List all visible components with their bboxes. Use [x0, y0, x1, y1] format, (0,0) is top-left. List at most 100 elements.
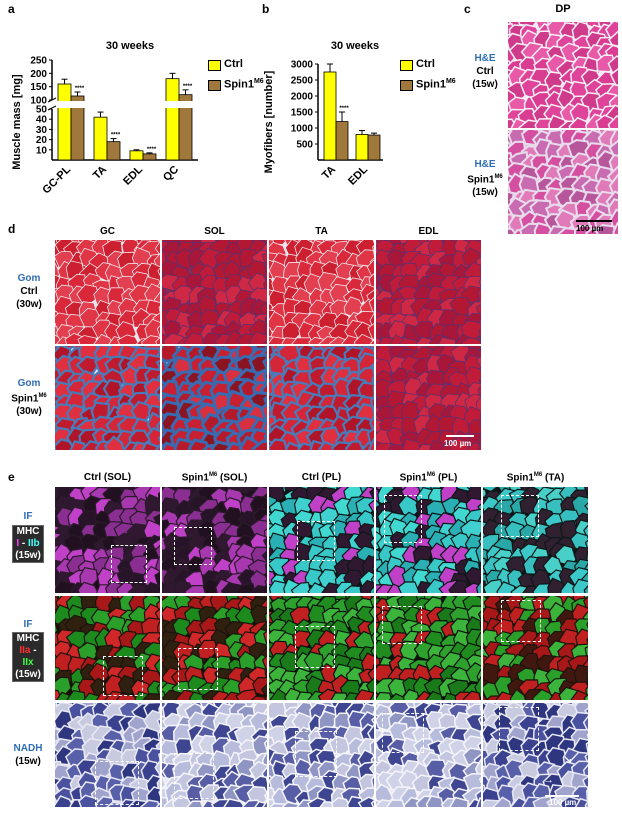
myofiber-cell	[264, 268, 267, 282]
myofiber-cell	[93, 333, 114, 344]
myofiber-cell	[290, 581, 312, 593]
chart-a-xtick-label: GC-PL	[40, 163, 73, 196]
legend-b-ctrl-swatch	[400, 60, 413, 71]
myofiber-cell	[461, 336, 481, 344]
myofiber-cell	[475, 355, 481, 369]
myofiber-cell	[264, 792, 267, 803]
arrow-icon: →	[543, 774, 554, 786]
myofiber-cell	[492, 796, 512, 807]
chart-b-bar	[355, 134, 369, 161]
myofiber-cell	[449, 796, 469, 807]
myofiber-cell	[187, 438, 211, 450]
myofiber-cell	[496, 581, 516, 593]
myofiber-cell	[438, 337, 457, 344]
if2-spin1-pl-image	[376, 596, 481, 700]
myofiber-cell	[583, 693, 588, 700]
myofiber-cell	[156, 683, 160, 697]
panel-c-row1-label: H&E Ctrl (15w)	[472, 53, 498, 90]
myofiber-cell	[586, 515, 588, 524]
myofiber-cell	[478, 776, 481, 784]
myofiber-cell	[210, 440, 234, 450]
myofiber-cell	[586, 672, 588, 685]
legend-a-spin-swatch	[208, 80, 221, 91]
myofiber-cell	[155, 802, 160, 807]
myofiber-cell	[154, 241, 160, 256]
myofiber-cell	[609, 68, 618, 87]
panel-d-col-ta: TA	[315, 226, 328, 237]
myofiber-cell	[157, 619, 160, 637]
myofiber-cell	[157, 267, 160, 277]
chart-a-significance: ****	[183, 84, 193, 90]
inset-box	[384, 495, 422, 543]
chart-a-bar	[165, 78, 180, 161]
myofiber-cell	[370, 525, 374, 540]
scale-bar-e	[545, 795, 579, 797]
myofiber-cell	[479, 267, 481, 275]
myofiber-cell	[262, 357, 267, 372]
myofiber-cell	[162, 775, 167, 791]
myofiber-cell	[582, 715, 588, 731]
panel-e-letter: e	[8, 470, 15, 484]
myofiber-cell	[370, 646, 374, 658]
myofiber-cell	[425, 690, 443, 700]
myofiber-cell	[584, 539, 588, 551]
if1-ctrl-pl-image	[269, 487, 374, 593]
chart-a-ytick-label: 100	[30, 96, 47, 107]
myofiber-cell	[141, 441, 160, 450]
myofiber-cell	[263, 240, 267, 246]
myofiber-cell	[368, 762, 374, 776]
myofiber-cell	[585, 741, 588, 756]
myofiber-cell	[368, 437, 374, 450]
scale-label-e: 100 µm	[549, 798, 577, 807]
chart-b-ytick-label: 500	[296, 140, 313, 151]
inset-box	[382, 713, 424, 753]
inset-box	[501, 600, 541, 642]
myofiber-cell	[584, 752, 588, 765]
nadh-spin1-sol-image	[162, 703, 267, 807]
myofiber-cell	[387, 444, 406, 450]
chart-a-significance: ****	[111, 133, 121, 139]
myofiber-cell	[367, 323, 374, 340]
gom-ctrl-gc-image	[55, 240, 160, 344]
myofiber-cell	[365, 677, 374, 697]
panel-b-letter: b	[262, 2, 270, 16]
myofiber-cell	[376, 442, 394, 450]
if2-spin1-ta-image	[483, 596, 588, 700]
myofiber-cell	[264, 346, 267, 350]
myofiber-cell	[559, 795, 581, 807]
myofiber-cell	[477, 288, 481, 305]
chart-a-ytick-label: 30	[36, 125, 48, 136]
myofiber-cell	[425, 795, 445, 807]
myofiber-cell	[476, 797, 481, 807]
myofiber-cell	[370, 800, 374, 807]
myofiber-cell	[155, 337, 160, 344]
myofiber-cell	[249, 331, 267, 344]
myofiber-cell	[376, 691, 393, 700]
inset-box	[295, 626, 335, 668]
myofiber-cell	[154, 571, 160, 588]
myofiber-cell	[158, 240, 160, 243]
nadh-spin1-ta-image: → ↘ 100 µm	[483, 703, 588, 807]
legend-b-spin: Spin1M6	[416, 78, 456, 91]
panel-c-row2-label: H&E Spin1M6 (15w)	[467, 159, 503, 199]
myofiber-cell	[368, 499, 374, 514]
chart-a-ytick-label: 250	[30, 56, 47, 67]
myofiber-cell	[354, 689, 374, 700]
myofiber-cell	[397, 581, 421, 593]
myofiber-cell	[508, 227, 517, 234]
myofiber-cell	[586, 488, 588, 497]
chart-b-bar	[323, 71, 337, 161]
myofiber-cell	[158, 305, 160, 314]
inset-box	[174, 753, 214, 799]
myofiber-cell	[369, 691, 374, 700]
chart-b-ytick-label: 3000	[291, 60, 314, 71]
chart-a-bar	[93, 116, 108, 161]
chart-a-break-mark	[47, 105, 57, 111]
if2-spin1-sol-image	[162, 596, 267, 700]
myofiber-cell	[369, 414, 374, 432]
nadh-spin1-pl-image	[376, 703, 481, 807]
myofiber-cell	[265, 776, 267, 783]
myofiber-cell	[370, 774, 374, 790]
nadh-ctrl-pl-image	[269, 703, 374, 807]
panel-e-col-1: Ctrl (SOL)	[83, 472, 132, 483]
